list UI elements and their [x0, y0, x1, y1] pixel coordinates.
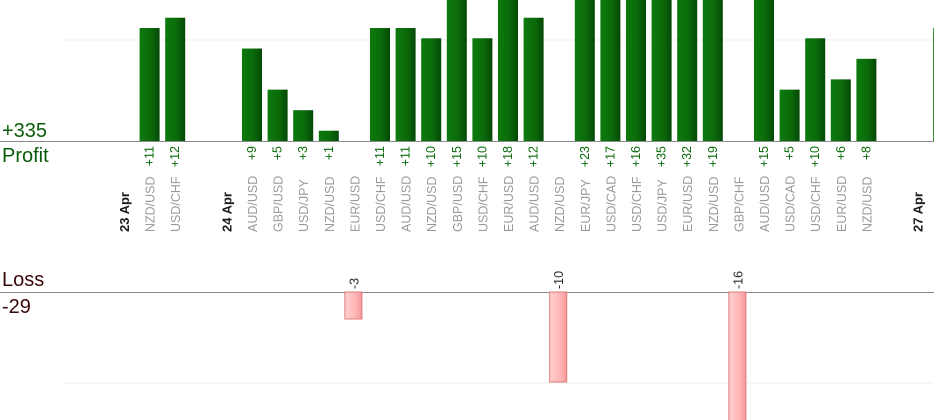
profit-bar[interactable] [370, 28, 390, 141]
value-label: +10 [424, 146, 438, 167]
category-label: AUD/USD [246, 176, 260, 232]
value-label: +12 [168, 146, 182, 167]
value-label: +3 [296, 146, 310, 160]
category-label: AUD/USD [758, 176, 772, 232]
category-label: USD/JPY [297, 179, 311, 232]
category-label: NZD/USD [707, 176, 721, 232]
value-labels: +11 +12 +9 +5 +3 +1 -3 +11 +11 +10 +15 +10 +18 +12 -10… [143, 146, 874, 289]
category-label: GBP/USD [272, 176, 286, 232]
profit-bar[interactable] [472, 38, 493, 141]
loss-bars [344, 291, 747, 420]
profit-bar[interactable] [293, 110, 314, 141]
profit-bar[interactable] [395, 28, 416, 141]
profit-bar[interactable] [139, 28, 160, 141]
value-label: +19 [706, 146, 720, 167]
date-label: 24 Apr [219, 192, 234, 232]
value-label: +11 [399, 146, 413, 166]
category-label: GBP/CHF [732, 176, 746, 232]
value-label: +5 [271, 146, 285, 160]
value-label: +15 [757, 146, 771, 167]
value-label: -16 [731, 271, 745, 289]
profit-bar[interactable] [165, 17, 186, 141]
category-label: NZD/USD [323, 176, 337, 232]
value-label: +35 [655, 146, 669, 167]
profit-bar[interactable] [651, 0, 672, 141]
category-labels: 23 Apr NZD/USD USD/CHF 24 Apr AUD/USD GBP/USD… [117, 176, 926, 232]
loss-label: Loss [2, 269, 45, 291]
value-label: +5 [783, 146, 797, 160]
category-label: EUR/USD [348, 176, 362, 232]
category-label: NZD/USD [860, 176, 874, 232]
loss-bar[interactable] [344, 291, 363, 320]
loss-total: -29 [2, 296, 31, 318]
value-label: -10 [552, 271, 566, 289]
profit-bar[interactable] [600, 0, 621, 141]
value-label: +10 [475, 146, 489, 167]
date-label: 27 Apr [911, 192, 926, 232]
category-label: USD/CHF [809, 176, 823, 232]
category-label: EUR/USD [835, 176, 849, 232]
category-label: USD/JPY [656, 179, 670, 232]
value-label: +17 [603, 146, 617, 167]
profit-bar[interactable] [830, 79, 851, 141]
category-label: AUD/USD [528, 176, 542, 232]
category-label: AUD/USD [400, 176, 414, 232]
profit-total: +335 [2, 120, 48, 142]
profit-bar[interactable] [677, 0, 698, 141]
profit-bar[interactable] [421, 38, 442, 141]
value-label: +11 [143, 146, 157, 166]
value-label: +15 [450, 146, 464, 167]
category-label: EUR/USD [681, 176, 695, 232]
loss-bar[interactable] [728, 291, 747, 420]
value-label: +12 [527, 146, 541, 167]
profit-bar[interactable] [242, 48, 262, 141]
value-label: +9 [245, 146, 259, 160]
profit-bar[interactable] [805, 38, 826, 141]
profit-bar[interactable] [574, 0, 595, 141]
value-label: +1 [322, 146, 336, 160]
date-label: 23 Apr [117, 192, 132, 232]
value-label: +11 [373, 146, 387, 166]
category-label: USD/CHF [630, 176, 644, 232]
profit-bar[interactable] [754, 0, 774, 141]
category-label: NZD/USD [144, 176, 158, 232]
value-label: +10 [808, 146, 822, 167]
profit-label: Profit [2, 145, 49, 167]
profit-bar[interactable] [779, 89, 800, 141]
value-label: +32 [680, 146, 694, 167]
profit-bar[interactable] [626, 0, 646, 141]
category-label: NZD/USD [553, 176, 567, 232]
profit-bars [139, 0, 934, 142]
category-label: USD/CHF [374, 176, 388, 232]
profit-bar[interactable] [318, 130, 339, 141]
profit-bar[interactable] [498, 0, 518, 141]
profit-bar[interactable] [856, 58, 877, 142]
category-label: USD/CAD [604, 176, 618, 232]
value-label: +23 [578, 146, 592, 167]
profit-bar[interactable] [702, 0, 723, 141]
category-label: GBP/USD [451, 176, 465, 232]
loss-bar[interactable] [549, 291, 568, 383]
value-label: -3 [347, 278, 361, 289]
category-label: EUR/USD [502, 176, 516, 232]
value-label: +8 [859, 146, 873, 160]
value-label: +6 [834, 146, 848, 160]
category-label: USD/CHF [169, 176, 183, 232]
category-label: NZD/USD [425, 176, 439, 232]
category-label: EUR/JPY [579, 179, 593, 232]
category-label: USD/CAD [784, 176, 798, 232]
value-label: +18 [501, 146, 515, 167]
profit-bar[interactable] [267, 89, 288, 141]
profit-bar[interactable] [446, 0, 467, 141]
category-label: USD/CHF [476, 176, 490, 232]
profit-bar[interactable] [523, 17, 544, 141]
value-label: +16 [629, 146, 643, 167]
